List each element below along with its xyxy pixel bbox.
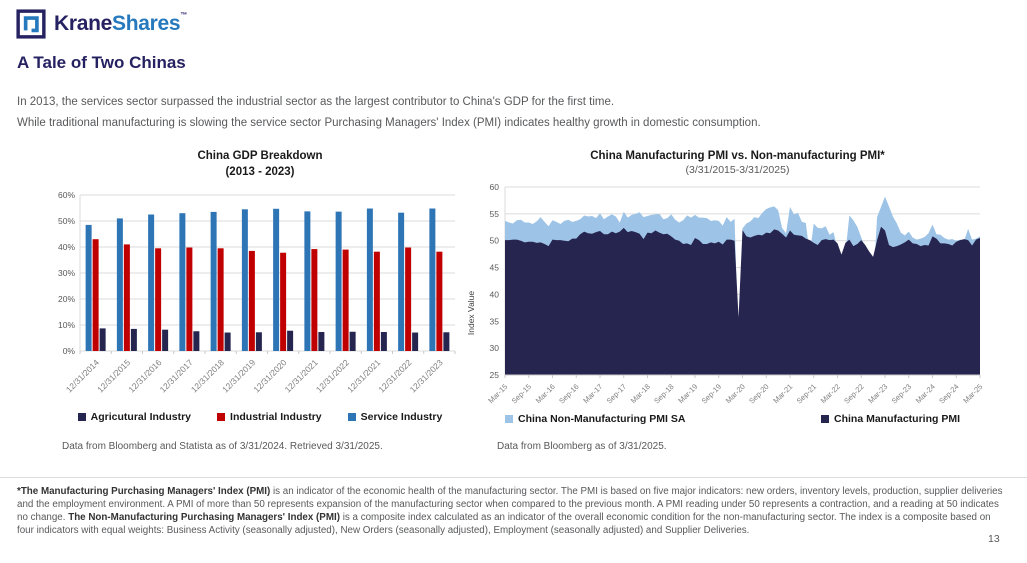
- svg-text:40: 40: [490, 289, 500, 299]
- svg-text:25: 25: [490, 370, 500, 380]
- legend-swatch-service-icon: [347, 413, 356, 421]
- legend-item-service: Service Industry: [347, 411, 443, 423]
- footnote-text-nonmanufacturing: is a composite index calculated as an in…: [17, 511, 991, 536]
- gdp-series-0: [85, 208, 436, 351]
- legend-item-manufacturing: China Manufacturing PMI: [821, 413, 960, 425]
- svg-text:Mar-24: Mar-24: [914, 382, 937, 405]
- page-title: A Tale of Two Chinas: [17, 53, 186, 72]
- svg-text:30%: 30%: [58, 268, 75, 278]
- gdp-chart-canvas: 0% 10% 20% 30% 40% 50% 60% 12/31/201412/31/2015…: [58, 190, 456, 394]
- pmi-chart-source: Data from Bloomberg as of 3/31/2025.: [497, 441, 667, 452]
- svg-text:50: 50: [490, 236, 500, 246]
- gdp-chart-source: Data from Bloomberg and Statista as of 3…: [62, 441, 383, 452]
- svg-text:Mar-19: Mar-19: [676, 382, 699, 405]
- svg-text:60: 60: [490, 182, 500, 192]
- trademark-symbol: ™: [180, 12, 187, 19]
- svg-text:Mar-17: Mar-17: [581, 382, 604, 405]
- legend-swatch-agricultural-icon: [77, 413, 86, 421]
- gdp-y-axis-labels: 0% 10% 20% 30% 40% 50% 60%: [58, 190, 75, 356]
- svg-text:12/31/2023: 12/31/2023: [408, 357, 445, 394]
- gdp-chart-title-line1: China GDP Breakdown: [197, 150, 323, 162]
- svg-text:Mar-23: Mar-23: [866, 382, 889, 405]
- legend-label-service: Service Industry: [360, 411, 443, 423]
- svg-text:Sep-18: Sep-18: [652, 382, 675, 405]
- logo-text-shares: Shares: [112, 12, 181, 35]
- intro-line-2: While traditional manufacturing is slowi…: [17, 117, 761, 129]
- svg-text:Sep-21: Sep-21: [795, 382, 818, 405]
- footnote: *The Manufacturing Purchasing Managers' …: [17, 486, 1010, 538]
- svg-text:0%: 0%: [63, 346, 76, 356]
- legend-label-manufacturing: China Manufacturing PMI: [834, 413, 960, 425]
- pmi-y-axis-title: Index Value: [466, 291, 476, 336]
- svg-text:Sep-19: Sep-19: [700, 382, 723, 405]
- svg-text:Mar-16: Mar-16: [534, 382, 557, 405]
- svg-text:Mar-18: Mar-18: [629, 382, 652, 405]
- gdp-x-ticks: [79, 351, 456, 354]
- page-number: 13: [988, 533, 1000, 545]
- svg-text:30: 30: [490, 343, 500, 353]
- pmi-x-axis-labels: Mar-15 Sep-15 Mar-16 Sep-16 Mar-17 Sep-17 Mar-…: [486, 375, 984, 406]
- gdp-chart-legend: Agricutural Industry Industrial Industry…: [55, 411, 465, 423]
- legend-label-agricultural: Agricutural Industry: [90, 411, 192, 423]
- svg-text:Sep-23: Sep-23: [890, 382, 913, 405]
- svg-text:55: 55: [490, 209, 500, 219]
- svg-text:Sep-17: Sep-17: [605, 382, 628, 405]
- svg-text:20%: 20%: [58, 294, 75, 304]
- pmi-y-axis-labels: 25 30 35 40 45 50 55 60: [490, 182, 500, 380]
- legend-swatch-nonmanufacturing-icon: [505, 415, 513, 423]
- svg-text:Sep-20: Sep-20: [747, 382, 770, 405]
- pmi-chart-title: China Manufacturing PMI vs. Non-manufact…: [465, 149, 1010, 177]
- gdp-chart-title-line2: (2013 - 2023): [225, 166, 295, 178]
- gdp-series-2: [99, 328, 450, 351]
- gdp-x-axis-labels: 12/31/201412/31/201512/31/201612/31/2017…: [64, 357, 445, 394]
- legend-item-agricultural: Agricutural Industry: [77, 411, 192, 423]
- svg-text:35: 35: [490, 316, 500, 326]
- svg-text:40%: 40%: [58, 242, 75, 252]
- svg-text:Mar-20: Mar-20: [724, 382, 747, 405]
- svg-text:Mar-25: Mar-25: [961, 382, 984, 405]
- svg-text:Sep-22: Sep-22: [842, 382, 865, 405]
- svg-text:Sep-16: Sep-16: [557, 382, 580, 405]
- kraneshares-logo-icon: [16, 9, 46, 39]
- svg-text:45: 45: [490, 263, 500, 273]
- pmi-chart-title-line1: China Manufacturing PMI vs. Non-manufact…: [590, 150, 885, 162]
- pmi-chart-subtitle: (3/31/2015-3/31/2025): [685, 164, 790, 176]
- kraneshares-logo-text: KraneShares™: [54, 9, 187, 39]
- svg-text:Sep-24: Sep-24: [937, 382, 960, 405]
- svg-text:Mar-21: Mar-21: [771, 382, 794, 405]
- svg-text:Mar-22: Mar-22: [819, 382, 842, 405]
- pmi-chart-legend: China Non-Manufacturing PMI SA China Man…: [505, 413, 960, 425]
- legend-label-nonmanufacturing: China Non-Manufacturing PMI SA: [518, 413, 686, 425]
- footnote-bold-nonmanufacturing: The Non-Manufacturing Purchasing Manager…: [68, 511, 340, 523]
- pmi-area-series-1: [505, 226, 980, 375]
- svg-text:Sep-15: Sep-15: [510, 382, 533, 405]
- footnote-bold-manufacturing: *The Manufacturing Purchasing Managers' …: [17, 486, 271, 497]
- legend-swatch-manufacturing-icon: [821, 415, 829, 423]
- legend-swatch-industrial-icon: [217, 413, 226, 421]
- footnote-text-manufacturing: is an indicator of the economic health o…: [17, 486, 1003, 523]
- footnote-divider: [0, 477, 1027, 478]
- svg-text:Mar-15: Mar-15: [486, 382, 509, 405]
- svg-text:60%: 60%: [58, 190, 75, 200]
- legend-label-industrial: Industrial Industry: [230, 411, 322, 423]
- kraneshares-logo: KraneShares™: [16, 9, 187, 39]
- legend-item-nonmanufacturing: China Non-Manufacturing PMI SA: [505, 413, 685, 425]
- svg-text:10%: 10%: [58, 320, 75, 330]
- svg-text:50%: 50%: [58, 216, 75, 226]
- gdp-chart-title: China GDP Breakdown (2013 - 2023): [55, 148, 465, 180]
- gdp-series-1: [92, 239, 443, 351]
- legend-item-industrial: Industrial Industry: [217, 411, 322, 423]
- logo-text-krane: Krane: [54, 12, 113, 35]
- gdp-gridlines: [79, 194, 455, 352]
- intro-line-1: In 2013, the services sector surpassed t…: [17, 96, 615, 108]
